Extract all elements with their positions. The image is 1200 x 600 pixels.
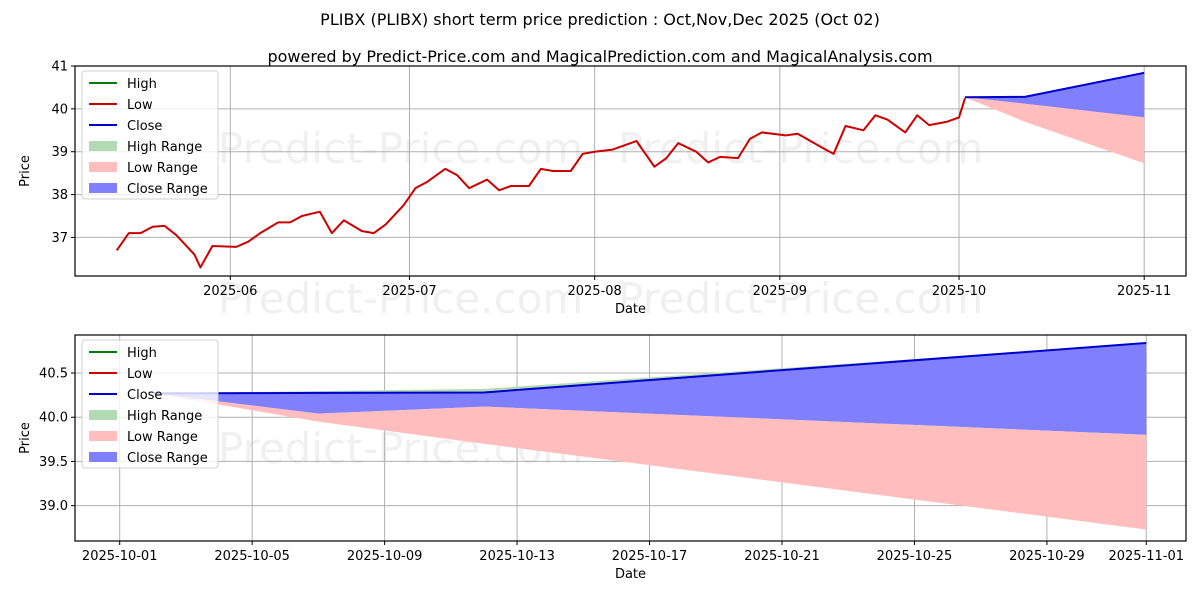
legend-patch-icon [89, 141, 117, 151]
x-axis-label: Date [615, 567, 646, 582]
y-tick-label: 40.5 [39, 367, 68, 382]
y-tick-label: 37 [51, 231, 68, 246]
legend-label: Close Range [127, 451, 208, 466]
band-close-range-forecast-band- [964, 72, 1145, 118]
x-tick-label: 2025-07 [382, 284, 436, 299]
x-tick-label: 2025-09 [753, 284, 807, 299]
x-tick-label: 2025-10-09 [347, 549, 423, 564]
legend-label: Low [127, 367, 153, 382]
y-tick-label: 39.5 [39, 455, 68, 470]
legend-label: Close [127, 388, 162, 403]
axes-frame [74, 334, 1187, 542]
y-tick-label: 40 [51, 102, 68, 117]
x-tick-label: 2025-08 [567, 284, 621, 299]
band-close-range [152, 342, 1147, 435]
x-tick-label: 2025-10-05 [214, 549, 290, 564]
y-axis-label: Price [18, 155, 33, 187]
x-tick-label: 2025-10-25 [877, 549, 953, 564]
legend: High Low Close High Range Low Range Close Ran… [81, 70, 219, 200]
x-tick-label: 2025-11-01 [1108, 549, 1184, 564]
legend-label: Low [127, 98, 153, 113]
legend: High Low Close High Range Low Range Close Ran… [81, 339, 219, 469]
series-close [152, 341, 1147, 395]
legend-patch-icon [89, 183, 117, 193]
x-tick-label: 2025-10-29 [1009, 549, 1085, 564]
series-close-forecast- [964, 71, 1145, 99]
y-tick-label: 39 [51, 145, 68, 160]
series-low-historical- [115, 97, 966, 269]
legend-label: Close Range [127, 182, 208, 197]
x-tick-label: 2025-10-21 [744, 549, 820, 564]
x-axis-label: Date [615, 302, 646, 317]
legend-label: Low Range [127, 161, 198, 176]
chart-title: PLIBX (PLIBX) short term price predictio… [320, 10, 880, 29]
y-tick-label: 38 [51, 188, 68, 203]
legend-label: High Range [127, 409, 202, 424]
y-tick-label: 40.0 [39, 411, 68, 426]
legend-label: High [127, 77, 157, 92]
plot-panel: Predict-Price.com Predict-Price.com Predic… [18, 60, 1187, 323]
watermark-text: Predict-Price.com [218, 124, 583, 173]
legend-patch-icon [89, 162, 117, 172]
legend-patch-icon [89, 431, 117, 441]
chart-subtitle: powered by Predict-Price.com and Magical… [267, 47, 933, 66]
legend-patch-icon [89, 410, 117, 420]
y-axis-label: Price [18, 422, 33, 454]
x-tick-label: 2025-11 [1117, 284, 1171, 299]
y-tick-label: 41 [51, 60, 68, 75]
x-tick-label: 2025-10-01 [82, 549, 158, 564]
legend-label: Close [127, 119, 162, 134]
band-low-range-forecast-band- [964, 97, 1145, 164]
legend-label: Low Range [127, 430, 198, 445]
band-low-range [152, 393, 1147, 530]
legend-label: High [127, 346, 157, 361]
plot-panel: Predict-Price.comPredict-Price.com39.039… [18, 334, 1187, 582]
axes-frame [74, 65, 1187, 277]
y-tick-label: 39.0 [39, 499, 68, 514]
x-tick-label: 2025-10-13 [479, 549, 555, 564]
x-tick-label: 2025-10 [932, 284, 986, 299]
legend-label: High Range [127, 140, 202, 155]
watermark-text: Predict-Price.com [218, 274, 583, 323]
legend-patch-icon [89, 452, 117, 462]
x-tick-label: 2025-10-17 [612, 549, 688, 564]
watermark-text: Predict-Price.com [618, 124, 983, 173]
x-tick-label: 2025-06 [203, 284, 257, 299]
watermark-text: Predict-Price.com [618, 274, 983, 323]
